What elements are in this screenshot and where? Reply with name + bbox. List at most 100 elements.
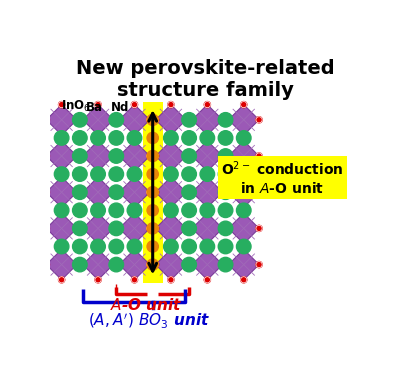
Circle shape bbox=[183, 153, 189, 159]
Circle shape bbox=[218, 131, 233, 145]
Polygon shape bbox=[228, 177, 259, 207]
Circle shape bbox=[168, 102, 174, 108]
Circle shape bbox=[236, 167, 251, 181]
Circle shape bbox=[218, 167, 233, 181]
Circle shape bbox=[218, 185, 233, 200]
Circle shape bbox=[131, 174, 138, 180]
Circle shape bbox=[72, 167, 87, 181]
Circle shape bbox=[225, 153, 232, 159]
Circle shape bbox=[182, 112, 196, 127]
Circle shape bbox=[58, 102, 65, 108]
Circle shape bbox=[54, 203, 69, 217]
Circle shape bbox=[95, 277, 101, 283]
Circle shape bbox=[147, 261, 153, 268]
Polygon shape bbox=[192, 249, 223, 280]
Circle shape bbox=[204, 240, 210, 247]
Circle shape bbox=[95, 132, 101, 138]
Circle shape bbox=[218, 112, 233, 127]
Circle shape bbox=[127, 167, 142, 181]
Circle shape bbox=[131, 204, 138, 210]
Polygon shape bbox=[192, 141, 223, 171]
Circle shape bbox=[225, 225, 232, 231]
Circle shape bbox=[204, 138, 210, 144]
Circle shape bbox=[80, 117, 86, 123]
Circle shape bbox=[95, 246, 101, 252]
Polygon shape bbox=[83, 249, 113, 280]
Circle shape bbox=[74, 189, 80, 195]
Circle shape bbox=[91, 203, 105, 217]
Circle shape bbox=[256, 153, 262, 159]
Circle shape bbox=[147, 153, 153, 159]
Circle shape bbox=[131, 102, 138, 108]
Circle shape bbox=[256, 261, 262, 268]
Circle shape bbox=[147, 189, 153, 195]
Circle shape bbox=[72, 131, 87, 145]
Circle shape bbox=[109, 185, 124, 200]
Circle shape bbox=[147, 225, 153, 231]
Circle shape bbox=[200, 239, 215, 254]
Circle shape bbox=[80, 261, 86, 268]
Circle shape bbox=[241, 102, 247, 108]
Circle shape bbox=[256, 117, 262, 123]
Circle shape bbox=[236, 131, 251, 145]
Circle shape bbox=[131, 246, 138, 252]
Circle shape bbox=[168, 168, 174, 174]
Circle shape bbox=[220, 117, 226, 123]
Circle shape bbox=[182, 239, 196, 254]
Circle shape bbox=[72, 149, 87, 163]
Circle shape bbox=[164, 131, 178, 145]
Circle shape bbox=[147, 114, 158, 125]
Circle shape bbox=[182, 131, 196, 145]
Circle shape bbox=[168, 204, 174, 210]
Polygon shape bbox=[46, 141, 77, 171]
Circle shape bbox=[72, 203, 87, 217]
Circle shape bbox=[168, 210, 174, 216]
Circle shape bbox=[225, 261, 232, 268]
Circle shape bbox=[204, 246, 210, 252]
Polygon shape bbox=[228, 249, 259, 280]
Circle shape bbox=[72, 258, 87, 272]
Circle shape bbox=[147, 187, 158, 198]
Circle shape bbox=[220, 261, 226, 268]
Circle shape bbox=[95, 210, 101, 216]
Circle shape bbox=[43, 153, 50, 159]
Circle shape bbox=[109, 149, 124, 163]
Polygon shape bbox=[156, 213, 186, 244]
Polygon shape bbox=[192, 105, 223, 135]
Circle shape bbox=[72, 239, 87, 254]
Circle shape bbox=[147, 132, 158, 144]
Circle shape bbox=[72, 185, 87, 200]
Circle shape bbox=[147, 259, 158, 270]
Circle shape bbox=[164, 203, 178, 217]
Circle shape bbox=[189, 189, 195, 195]
Circle shape bbox=[241, 168, 247, 174]
Circle shape bbox=[147, 117, 153, 123]
Circle shape bbox=[95, 102, 101, 108]
Circle shape bbox=[109, 258, 124, 272]
Circle shape bbox=[152, 261, 159, 268]
Circle shape bbox=[131, 138, 138, 144]
Circle shape bbox=[80, 225, 86, 231]
Circle shape bbox=[147, 151, 158, 161]
Circle shape bbox=[109, 221, 124, 236]
Circle shape bbox=[241, 132, 247, 138]
Circle shape bbox=[152, 153, 159, 159]
Polygon shape bbox=[228, 141, 259, 171]
Circle shape bbox=[43, 261, 50, 268]
Circle shape bbox=[58, 210, 65, 216]
Circle shape bbox=[189, 153, 195, 159]
Circle shape bbox=[110, 117, 116, 123]
Circle shape bbox=[241, 277, 247, 283]
Circle shape bbox=[131, 277, 138, 283]
Circle shape bbox=[43, 225, 50, 231]
Circle shape bbox=[147, 223, 158, 234]
Circle shape bbox=[58, 174, 65, 180]
Circle shape bbox=[168, 174, 174, 180]
Circle shape bbox=[218, 221, 233, 236]
Circle shape bbox=[241, 210, 247, 216]
Circle shape bbox=[152, 189, 159, 195]
Circle shape bbox=[147, 241, 158, 252]
Circle shape bbox=[95, 174, 101, 180]
Circle shape bbox=[236, 239, 251, 254]
Circle shape bbox=[116, 225, 122, 231]
